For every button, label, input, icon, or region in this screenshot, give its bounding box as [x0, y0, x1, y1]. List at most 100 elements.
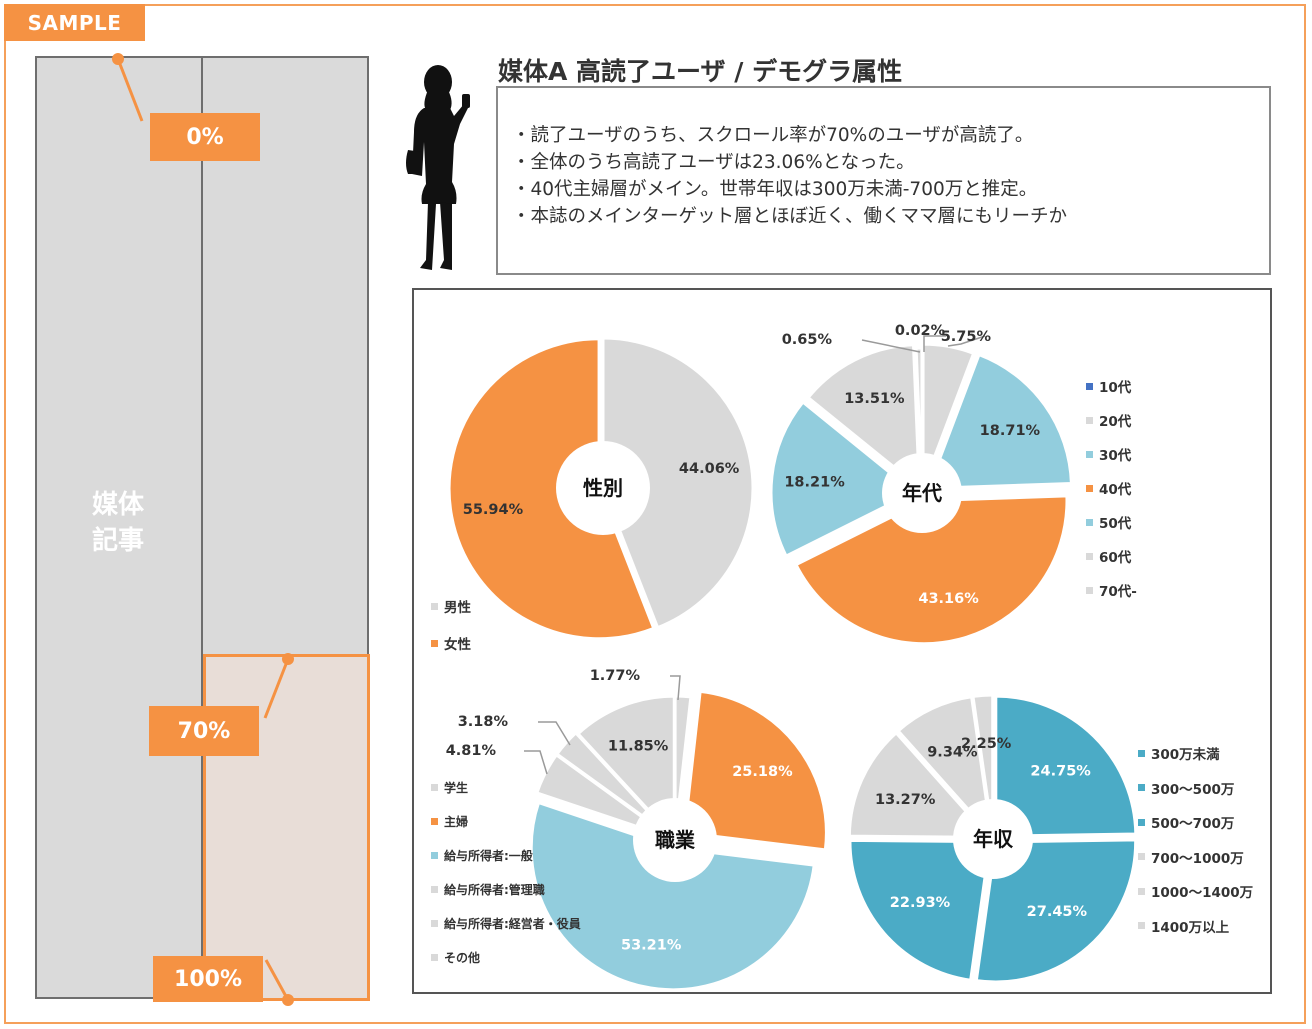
sample-tag: SAMPLE — [4, 4, 145, 41]
legend-swatch — [1138, 784, 1145, 791]
marker-0-percent: 0% — [150, 113, 260, 161]
pie-slice — [682, 689, 828, 852]
pie-center-hole — [882, 453, 962, 533]
leader-line — [524, 750, 548, 775]
legend-swatch — [431, 639, 438, 647]
callout-dot-0 — [112, 53, 124, 65]
legend-label: 20代 — [1099, 414, 1132, 430]
pie-center-title: 年代 — [902, 481, 942, 505]
summary-line: ・全体のうち高読了ユーザは23.06%となった。 — [512, 152, 915, 173]
legend-label: その他 — [444, 951, 481, 965]
charts-panel — [412, 288, 1272, 994]
data-label: 24.75% — [1030, 763, 1091, 779]
legend-swatch — [1086, 518, 1093, 526]
page-title: 媒体A 高読了ユーザ / デモグラ属性 — [498, 57, 903, 86]
callout-line-0 — [116, 58, 144, 122]
legend-label: 男性 — [444, 600, 471, 616]
callout-line-70 — [263, 658, 290, 719]
data-label: 13.51% — [844, 391, 905, 407]
legend-swatch — [1086, 450, 1093, 458]
legend-swatch — [1086, 552, 1093, 560]
pie-slice — [926, 352, 1073, 490]
legend-swatch — [431, 886, 438, 893]
leader-line — [923, 335, 946, 352]
pie-slice — [529, 800, 816, 992]
legend-swatch — [1138, 749, 1145, 757]
callout-dot-70 — [282, 653, 294, 665]
pie-center-hole — [556, 441, 650, 535]
legend-item: 学生 — [431, 779, 468, 796]
article-divider — [201, 56, 203, 999]
data-label: 18.71% — [980, 423, 1041, 439]
pie-slice — [554, 730, 674, 839]
legend-item: 40代 — [1086, 478, 1131, 498]
legend-swatch — [1086, 586, 1093, 594]
legend-item: 300万未満 — [1138, 743, 1220, 763]
legend-swatch — [431, 818, 438, 825]
article-label-line1: 媒体 — [91, 490, 144, 520]
data-label: 22.93% — [890, 895, 951, 911]
legend-item: 女性 — [431, 633, 471, 653]
legend-swatch — [431, 852, 438, 859]
legend-item: 70代- — [1086, 580, 1137, 600]
data-label: 43.16% — [918, 591, 979, 607]
pie-slice — [974, 838, 1138, 984]
legend-item: 60代 — [1086, 546, 1131, 566]
legend-label: 10代 — [1099, 380, 1132, 396]
marker-100-percent: 100% — [153, 956, 263, 1002]
pie-slice — [447, 337, 656, 641]
summary-line: ・読了ユーザのうち、スクロール率が70%のユーザが高読了。 — [512, 125, 1034, 146]
leader-line — [538, 721, 571, 746]
data-label: 9.34% — [927, 745, 978, 761]
legend-swatch — [1138, 887, 1145, 895]
pie-slice — [848, 838, 992, 982]
legend-label: 主婦 — [444, 815, 469, 829]
data-label: 18.21% — [784, 474, 845, 490]
legend-swatch — [431, 602, 438, 610]
summary-box: ・読了ユーザのうち、スクロール率が70%のユーザが高読了。 ・全体のうち高読了ユ… — [496, 86, 1271, 275]
summary-line: ・本誌のメインターゲット層とほぼ近く、働くママ層にもリーチか — [512, 206, 1068, 227]
legend-swatch — [1086, 484, 1093, 492]
pie-slice — [575, 694, 676, 842]
pie-slice — [769, 399, 917, 559]
legend-item: 給与所得者:管理職 — [431, 881, 545, 898]
legend-swatch — [1138, 922, 1145, 929]
legend-label: 70代- — [1099, 584, 1137, 600]
pie-slice — [794, 494, 1069, 646]
legend-item: 給与所得者:経営者・役員 — [431, 915, 581, 932]
pie-center-title: 職業 — [655, 828, 696, 852]
legend-swatch — [1086, 416, 1093, 424]
legend-swatch — [1138, 853, 1145, 860]
legend-item: 30代 — [1086, 444, 1131, 464]
legend-swatch — [431, 784, 438, 791]
legend-item: 主婦 — [431, 813, 468, 830]
legend-label: 300～500万 — [1151, 781, 1235, 798]
legend-label: 給与所得者:管理職 — [444, 883, 545, 897]
legend-label: 給与所得者:経営者・役員 — [444, 917, 581, 931]
legend-swatch — [431, 920, 438, 927]
pie-slice — [896, 695, 994, 841]
pie-slice — [601, 336, 755, 630]
legend-label: 60代 — [1099, 550, 1132, 566]
data-label: 5.75% — [941, 329, 992, 345]
pie-slice — [994, 694, 1138, 838]
legend-label: 1400万以上 — [1151, 919, 1230, 936]
data-label: 25.18% — [732, 764, 793, 780]
legend-item: 1400万以上 — [1138, 916, 1229, 936]
legend-item: 20代 — [1086, 410, 1131, 430]
data-label: 27.45% — [1027, 904, 1088, 920]
legend-label: 40代 — [1099, 482, 1132, 498]
pie-center-hole — [633, 798, 717, 882]
page-frame — [4, 4, 1306, 1024]
legend-label: 1000～1400万 — [1151, 885, 1254, 901]
legend-item: 男性 — [431, 596, 471, 616]
legend-item: 給与所得者:一般 — [431, 847, 533, 864]
pie-center-title: 年収 — [973, 827, 1014, 851]
summary-line: ・40代主婦層がメイン。世帯年収は300万未満-700万と推定。 — [512, 179, 1038, 200]
pie-center-hole — [953, 799, 1033, 879]
legend-item: 1000～1400万 — [1138, 881, 1253, 901]
data-label: 4.81% — [446, 743, 497, 759]
data-label: 11.85% — [608, 739, 669, 755]
